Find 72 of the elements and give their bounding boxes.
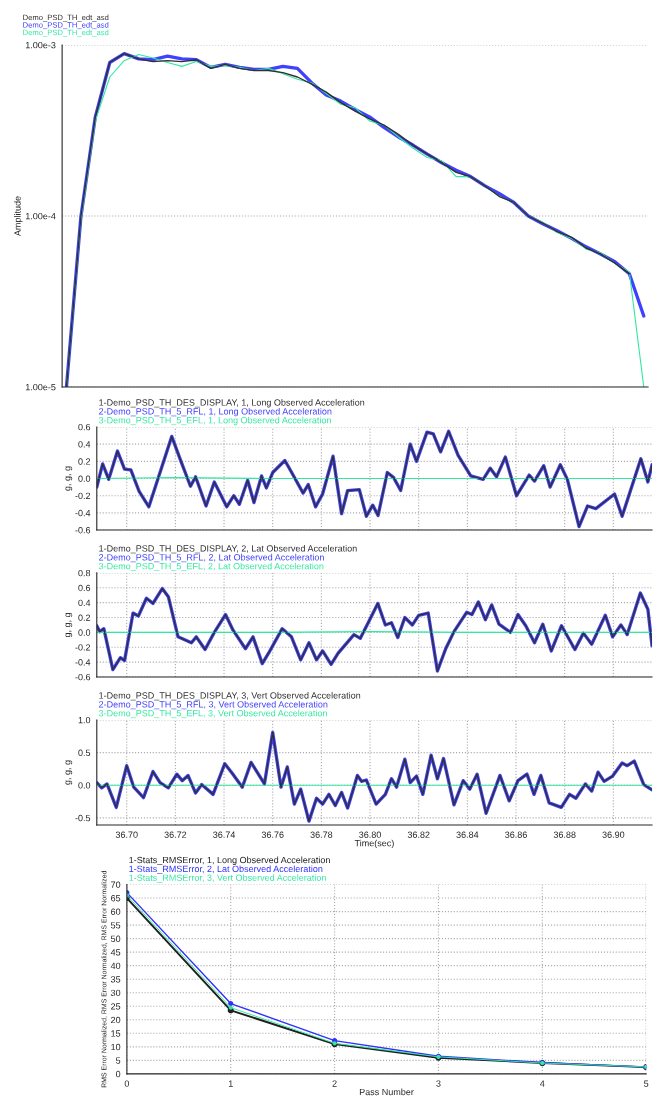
y-tick-label: 0.0 (78, 475, 91, 482)
y-tick-label: -0.2 (75, 644, 91, 651)
y-axis-title: g, g, g (65, 760, 73, 785)
y-tick-label: 50 (110, 935, 121, 942)
y-tick-label: -0.2 (75, 492, 91, 500)
y-tick-label: -0.4 (75, 659, 91, 666)
x-tick-label: 36.88 (553, 831, 576, 838)
y-tick-label: 0.2 (78, 614, 91, 621)
y-tick-label: 35 (110, 976, 121, 983)
text: 2-Demo_PSD_TH_5_RFL, 1, Long Observed Acceleration (99, 407, 332, 417)
y-axis-title: Amplitude (14, 196, 23, 237)
y-tick-label: 40 (110, 962, 121, 970)
text: 2-Demo_PSD_TH_5_RFL, 2, Lat Observed Acceleration (99, 553, 324, 563)
y-axis-title: g, g, g (65, 612, 73, 638)
x-tick-label: 0 (124, 1080, 130, 1087)
x-tick-label: 36.70 (115, 831, 138, 838)
text: 1-Demo_PSD_TH_DES_DISPLAY, 3, Vert Observed Acceleration (99, 692, 361, 701)
y-tick-label: 1.00e-4 (25, 212, 56, 220)
y-tick-label: 30 (110, 989, 121, 997)
y-tick-label: 1.00e-3 (25, 41, 56, 49)
y-tick-label: 10 (111, 1043, 121, 1051)
y-tick-label: 0.8 (78, 569, 91, 577)
y-tick-label: 1.0 (78, 716, 91, 724)
y-tick-label: 25 (111, 1003, 121, 1010)
y-tick-label: -0.4 (75, 509, 91, 517)
x-tick-label: 36.76 (261, 831, 284, 838)
x-tick-label: 1 (228, 1080, 233, 1087)
y-tick-label: 15 (111, 1030, 121, 1037)
x-tick-label: 36.80 (359, 831, 381, 838)
y-tick-label: 0.6 (78, 423, 91, 431)
y-tick-label: 0.4 (78, 441, 91, 448)
y-tick-label: 0.4 (78, 599, 91, 607)
x-tick-label: 36.78 (310, 831, 333, 838)
x-tick-label: 4 (539, 1080, 545, 1087)
y-tick-label: 20 (111, 1016, 121, 1024)
y-axis-title: g, g, g (65, 466, 73, 491)
y-tick-label: 0.0 (78, 782, 91, 789)
x-tick-label: 36.82 (407, 831, 430, 838)
y-tick-label: 5 (115, 1057, 121, 1064)
x-axis-title: Pass Number (359, 1088, 414, 1096)
series-label: 1-Stats_RMSError, 2, Lat Observed Acceleration (129, 865, 323, 874)
x-tick-label: 2 (332, 1080, 337, 1087)
x-tick-label: 36.72 (164, 831, 187, 838)
y-tick-label: 65 (111, 895, 121, 902)
text: 2-Demo_PSD_TH_5_RFL, 3, Vert Observed Acceleration (99, 700, 328, 710)
x-axis-title: Time(sec) (354, 839, 394, 849)
y-tick-label: 1.00e-5 (25, 383, 56, 391)
y-tick-label: -0.5 (75, 814, 91, 822)
y-tick-label: -0.6 (75, 527, 91, 534)
y-tick-label: 0.2 (78, 458, 91, 465)
y-tick-label: 0.6 (78, 584, 91, 592)
x-tick-label: 5 (644, 1080, 649, 1087)
y-tick-label: 70 (111, 881, 121, 888)
y-tick-label: 45 (110, 949, 121, 956)
text: 1-Demo_PSD_TH_DES_DISPLAY, 1, Long Observed Acceleration (99, 399, 365, 408)
text: 3-Demo_PSD_TH_5_EFL, 2, Lat Observed Acceleration (98, 562, 324, 572)
y-tick-label: 0 (115, 1070, 121, 1078)
x-tick-label: 3 (436, 1080, 441, 1087)
text: 1-Demo_PSD_TH_DES_DISPLAY, 2, Lat Observed Acceleration (99, 544, 357, 554)
y-tick-label: -0.6 (75, 673, 91, 681)
text: 3-Demo_PSD_TH_5_EFL, 3, Vert Observed Acceleration (98, 709, 327, 719)
x-tick-label: 36.86 (505, 831, 527, 838)
y-tick-label: 55 (110, 922, 121, 929)
x-tick-label: 36.74 (213, 831, 236, 838)
y-tick-label: 0.5 (78, 749, 91, 756)
y-tick-label: 60 (111, 908, 121, 915)
x-tick-label: 36.84 (456, 831, 479, 838)
y-tick-label: 0.0 (78, 629, 91, 636)
series-label: 1-Stats_RMSError, 3, Vert Observed Acceleration (129, 874, 326, 883)
text: 1-Stats_RMSError, 1, Long Observed Acceleration (129, 856, 330, 865)
x-tick-label: 36.90 (602, 831, 625, 838)
text: 3-Demo_PSD_TH_5_EFL, 1, Long Observed Acceleration (98, 416, 331, 426)
